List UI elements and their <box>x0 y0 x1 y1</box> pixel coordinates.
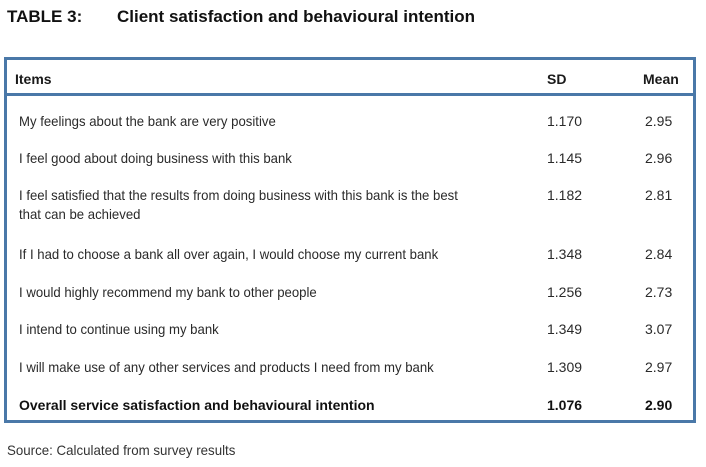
table-number: TABLE 3: <box>7 7 83 26</box>
row-sd: 1.348 <box>547 246 583 262</box>
row-mean: 2.95 <box>645 113 673 129</box>
total-sd: 1.076 <box>547 397 583 413</box>
header-items: Items <box>15 71 52 87</box>
row-sd: 1.349 <box>547 321 583 337</box>
row-sd: 1.170 <box>547 113 583 129</box>
row-mean: 2.97 <box>645 359 673 375</box>
table-header-row: Items SD Mean <box>7 60 693 96</box>
row-item: My feelings about the bank are very posi… <box>19 113 276 129</box>
table-caption: TABLE 3: Client satisfaction and behaviou… <box>7 7 475 27</box>
row-mean: 2.96 <box>645 150 673 166</box>
row-item: If I had to choose a bank all over again… <box>19 246 439 262</box>
row-item: I feel satisfied that the results from d… <box>19 187 458 222</box>
header-sd: SD <box>547 71 567 87</box>
row-item: I would highly recommend my bank to othe… <box>19 284 317 300</box>
total-item: Overall service satisfaction and behavio… <box>19 397 375 413</box>
row-sd: 1.145 <box>547 150 583 166</box>
row-mean: 2.84 <box>645 246 673 262</box>
row-item: I intend to continue using my bank <box>19 321 219 337</box>
row-sd: 1.309 <box>547 359 583 375</box>
row-mean: 3.07 <box>645 321 673 337</box>
row-sd: 1.256 <box>547 284 583 300</box>
table-title: Client satisfaction and behavioural inte… <box>117 7 475 26</box>
table-frame: Items SD Mean My feelings about the bank… <box>4 57 696 423</box>
total-mean: 2.90 <box>645 397 673 413</box>
row-mean: 2.73 <box>645 284 673 300</box>
row-sd: 1.182 <box>547 187 583 203</box>
row-item: I will make use of any other services an… <box>19 359 434 375</box>
row-mean: 2.81 <box>645 187 673 203</box>
header-mean: Mean <box>643 71 679 87</box>
row-item: I feel good about doing business with th… <box>19 150 292 166</box>
source-note: Source: Calculated from survey results <box>7 442 236 458</box>
